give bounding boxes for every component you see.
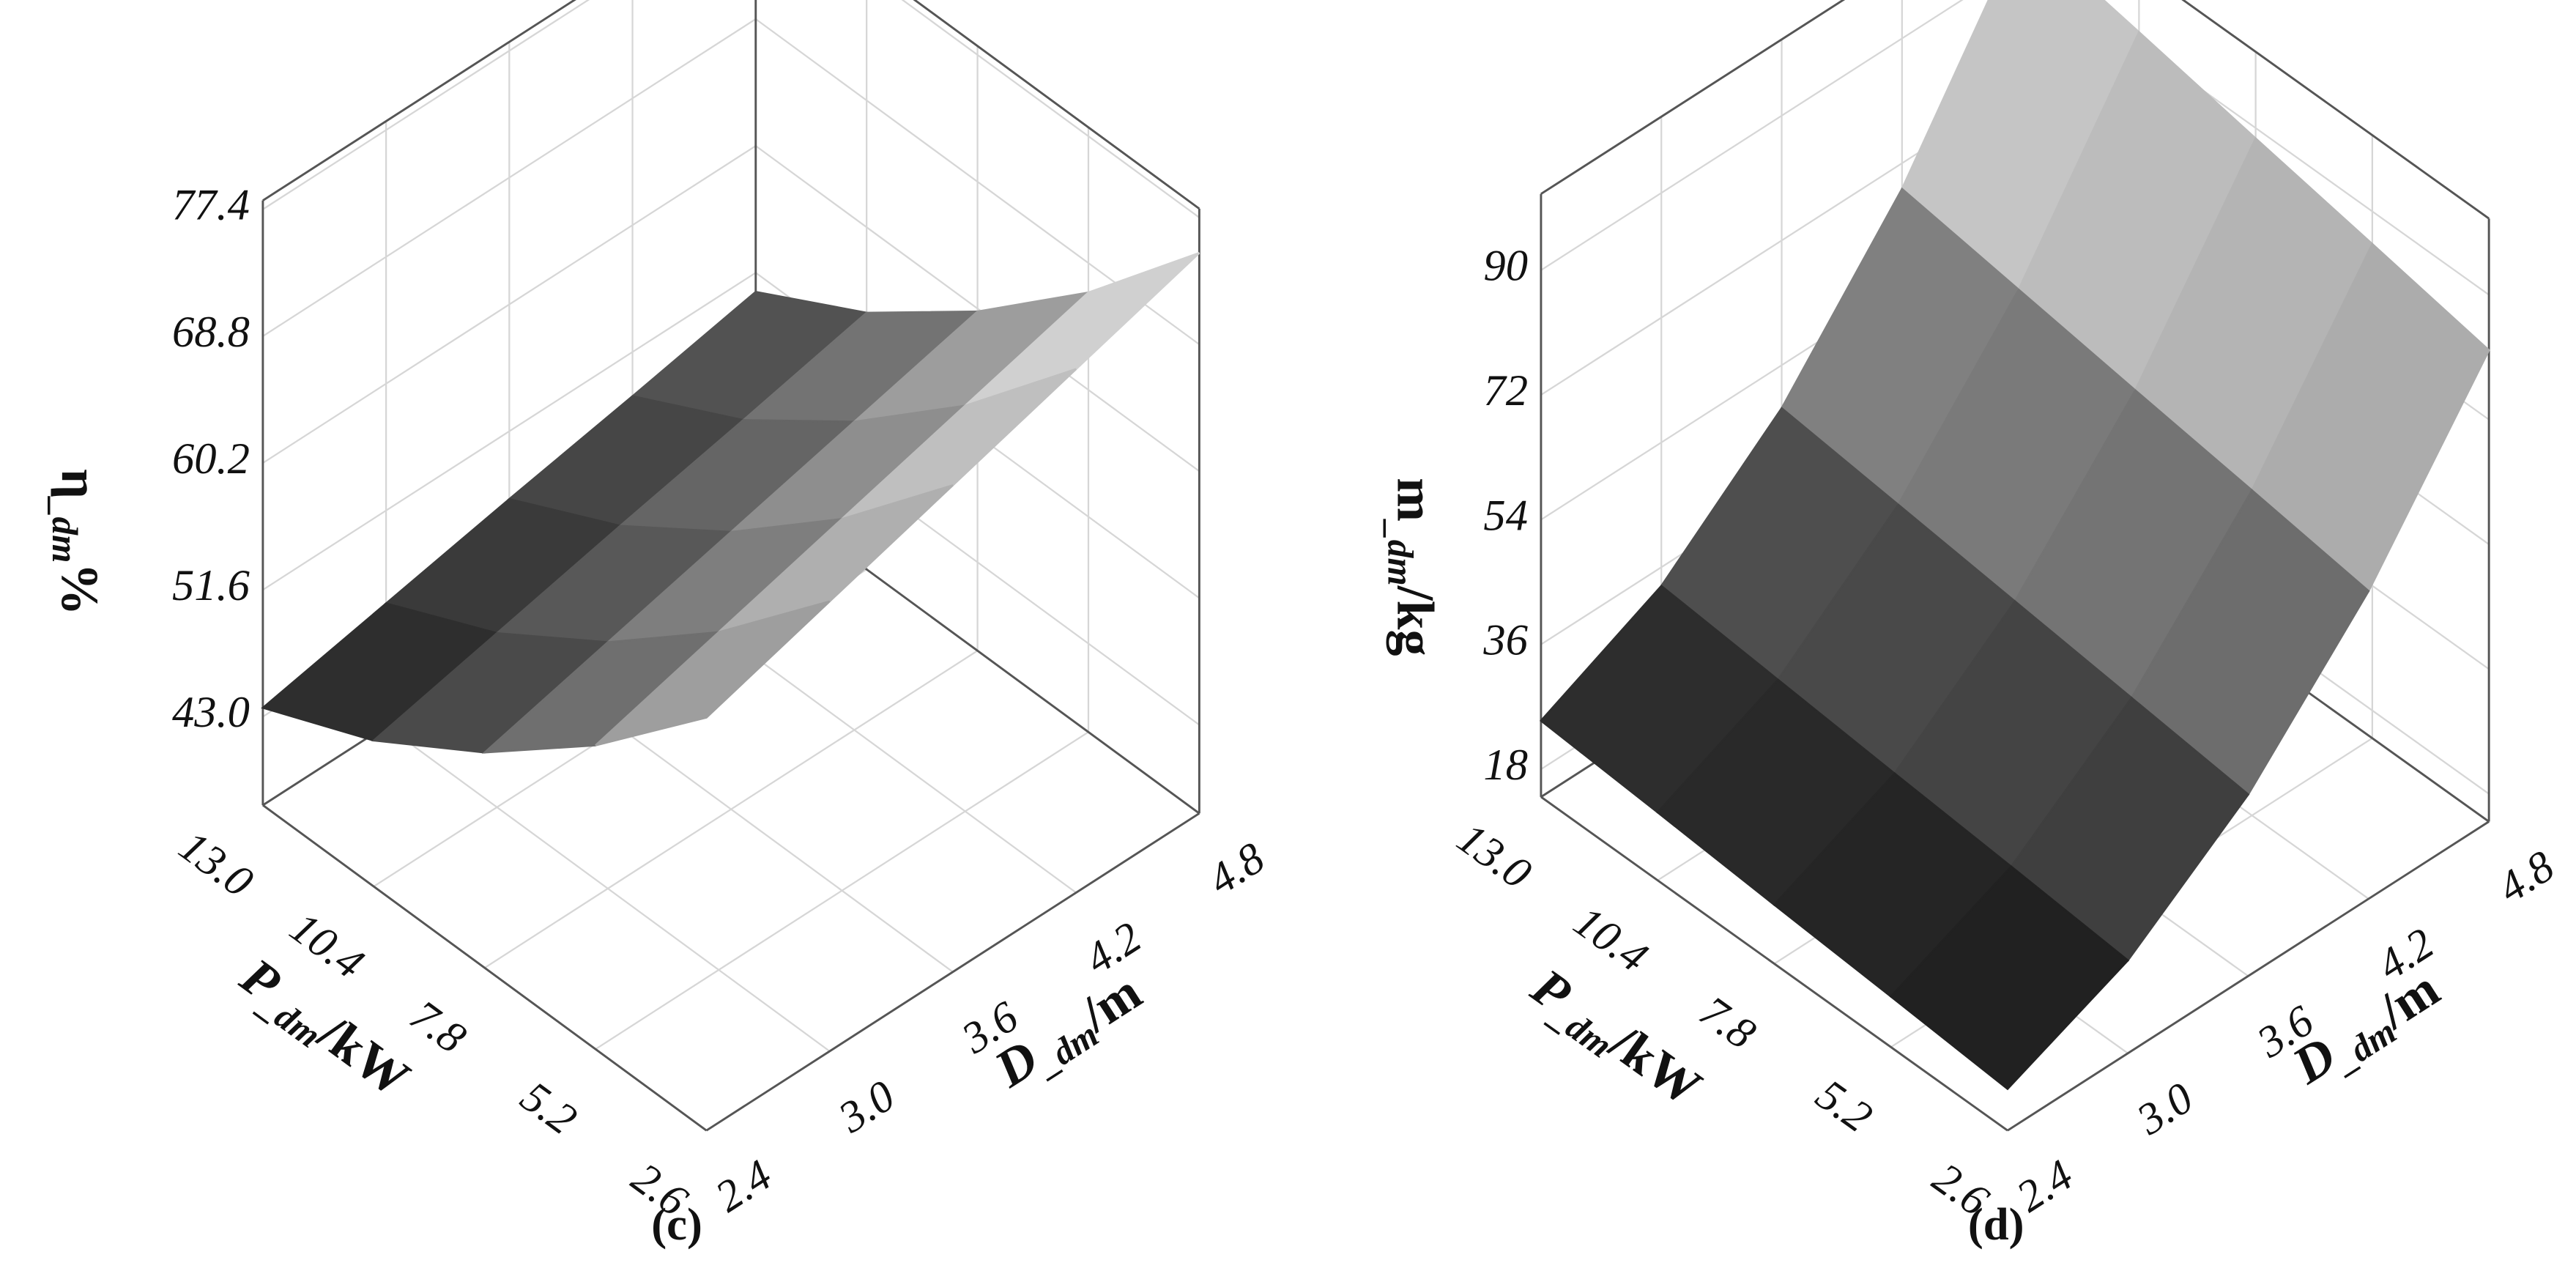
z-tick-label: 18 — [1483, 741, 1528, 790]
wall-grid-line — [262, 145, 757, 464]
z-tick-label: 72 — [1483, 366, 1528, 415]
wall-grid-line — [262, 272, 757, 591]
y-tick-label: 10.4 — [1565, 897, 1657, 982]
z-axis-label-unit: /kg — [1386, 585, 1444, 656]
y-tick-label: 7.8 — [401, 990, 475, 1063]
wall-grid-line — [755, 145, 1200, 473]
wall-grid-line — [262, 0, 590, 210]
z-axis-label-main: η — [50, 469, 108, 499]
z-axis-label-main: m — [1386, 478, 1444, 522]
wall-grid-line — [262, 18, 757, 337]
y-tick-label: 7.8 — [1690, 987, 1764, 1059]
box-edge — [262, 0, 576, 201]
x-tick-label: 3.0 — [2128, 1073, 2202, 1145]
x-tick-label: 4.8 — [2490, 842, 2563, 913]
z-tick-label: 77.4 — [172, 181, 250, 230]
box-edge — [913, 0, 1200, 210]
x-axis-label: D_dm/m — [984, 963, 1155, 1104]
y-tick-label: 5.2 — [512, 1072, 586, 1144]
y-tick-label: 5.2 — [1807, 1070, 1881, 1143]
x-tick-label: 4.8 — [1200, 834, 1273, 905]
floor-grid-line — [484, 650, 979, 969]
y-tick-label: 13.0 — [170, 821, 261, 907]
surface-patch — [595, 600, 831, 746]
x-tick-label: 2.4 — [707, 1151, 780, 1222]
y-axis-label-unit: /kW — [308, 1004, 420, 1108]
z-axis-label-unit: % — [50, 563, 108, 616]
chart-caption: (d) — [1968, 1198, 2024, 1250]
z-axis-label-sub: _dm — [1380, 519, 1420, 586]
wall-grid-line — [1540, 0, 1964, 271]
z-axis-label-sub: _dm — [45, 496, 85, 563]
box-edge — [705, 812, 1200, 1132]
y-tick-label: 13.0 — [1448, 813, 1540, 898]
z-tick-label: 43.0 — [172, 688, 250, 737]
floor-grid-line — [595, 731, 1089, 1050]
box-edge — [1540, 796, 2008, 1132]
z-tick-label: 68.8 — [172, 308, 250, 357]
box-edge — [2181, 0, 2490, 220]
x-axis-label: D_dm/m — [2282, 959, 2453, 1100]
z-axis-label: η_dm% — [45, 469, 109, 615]
y-axis-label: P_dm/kW — [1517, 957, 1712, 1122]
z-tick-label: 60.2 — [172, 434, 250, 483]
wall-grid-line — [901, 0, 1200, 218]
box-edge — [2007, 820, 2490, 1132]
x-tick-label: 3.0 — [830, 1071, 904, 1143]
y-tick-label: 10.4 — [281, 903, 373, 988]
surface-patch — [1889, 865, 2130, 1091]
box-edge — [1540, 0, 1846, 195]
z-tick-label: 51.6 — [172, 561, 250, 610]
z-tick-label: 36 — [1482, 616, 1528, 665]
z-tick-label: 54 — [1483, 491, 1528, 540]
chart-caption: (c) — [651, 1198, 702, 1250]
z-axis-label: m_dm/kg — [1380, 478, 1444, 656]
box-edge — [262, 804, 708, 1132]
z-tick-label: 90 — [1483, 242, 1528, 291]
